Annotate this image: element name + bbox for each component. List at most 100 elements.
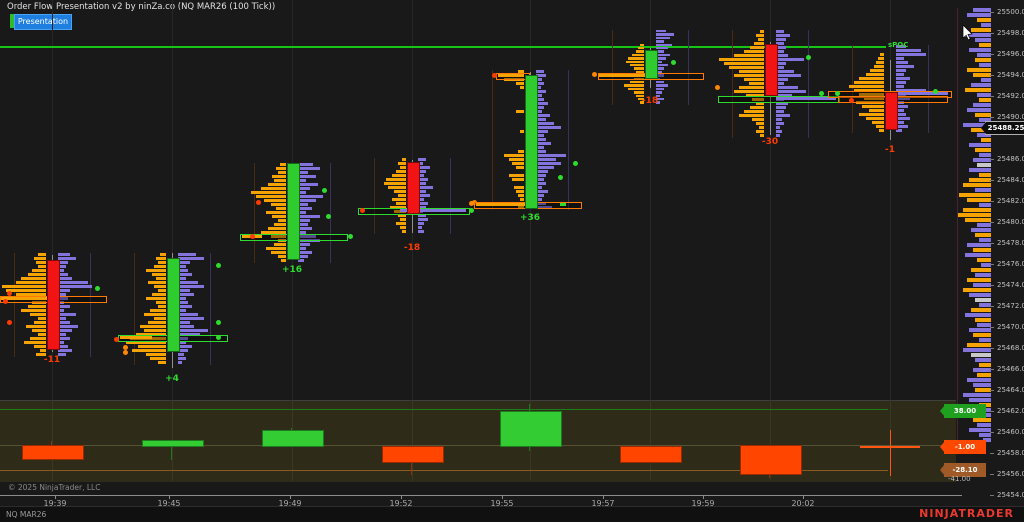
buy-volume-bar [656,64,668,67]
price-label: 25456.00 [997,470,1024,478]
buy-volume-bar [776,102,788,105]
buy-volume-bar [418,182,426,185]
sell-volume-bar [864,97,884,100]
buy-volume-bar [776,106,786,109]
time-label: 19:52 [389,499,413,508]
sell-volume-bar [34,257,46,260]
buy-signal-dot [469,208,474,213]
sell-volume-bar [734,54,764,57]
delta-bar-positive [262,430,324,447]
session-profile-bar [973,248,991,252]
buy-volume-bar [656,81,664,84]
buy-volume-bar [536,154,566,157]
buy-volume-bar [418,198,424,201]
sell-volume-bar [140,325,166,328]
session-profile-bar [959,193,991,197]
sell-volume-bar [752,118,764,121]
price-tick [990,222,994,223]
sell-volume-bar [876,61,884,64]
price-label: 25466.00 [997,365,1024,373]
session-profile-bar [977,53,991,57]
price-tick [990,159,994,160]
price-label: 25480.00 [997,218,1024,226]
price-label: 25468.00 [997,344,1024,352]
session-profile-bar [973,368,991,372]
session-profile-bar [979,43,991,47]
session-profile-bar [969,143,991,147]
buy-volume-bar [298,223,308,226]
sell-volume-bar [624,84,644,87]
sell-volume-bar [152,273,166,276]
time-label: 20:02 [791,499,815,508]
sell-volume-bar [750,106,764,109]
session-profile-bar [973,103,991,107]
session-profile-bar [963,393,991,397]
buy-volume-bar [298,163,313,166]
buy-signal-dot [558,175,563,180]
time-label: 19:49 [278,499,302,508]
price-label: 25470.00 [997,323,1024,331]
buy-volume-bar [536,142,551,145]
sell-volume-bar [512,178,524,181]
sell-volume-bar [729,66,764,69]
price-tick [990,33,994,34]
session-profile-bar [979,363,991,367]
buy-volume-bar [298,255,308,258]
buy-volume-bar [178,289,190,292]
buy-volume-bar [298,207,312,210]
session-profile-bar [979,203,991,207]
sell-volume-bar [744,78,764,81]
sell-volume-bar [739,86,764,89]
sell-volume-bar [152,293,166,296]
sell-volume-bar [859,113,884,116]
session-profile-bar [963,33,991,37]
sell-volume-bar [638,98,644,101]
sell-signal-dot [7,291,12,296]
price-label: 25460.00 [997,428,1024,436]
sell-volume-bar [758,38,764,41]
buy-signal-dot [322,188,327,193]
sell-signal-dot [592,72,597,77]
session-profile-bar [973,73,991,77]
panel-reference-line [0,409,888,410]
buy-volume-bar [58,325,78,328]
delta-label: -1 [885,145,895,155]
buy-volume-bar [536,122,554,125]
buy-volume-bar [896,45,906,48]
candle-body-down [47,260,60,350]
session-profile-bar [979,118,991,122]
buy-volume-bar [776,114,790,117]
buy-volume-bar [536,194,544,197]
session-profile-bar [973,333,991,337]
session-profile-bar [967,243,991,247]
buy-volume-bar [776,122,784,125]
sell-volume-bar [750,46,764,49]
delta-bar-negative [22,445,84,460]
profile-separator-line [957,8,958,445]
price-label: 25464.00 [997,386,1024,394]
sell-signal-dot [3,299,8,304]
sell-volume-bar [32,269,46,272]
sell-volume-bar [126,341,166,344]
buy-volume-bar [776,82,784,85]
sell-volume-bar [630,81,644,84]
buy-volume-bar [536,130,548,133]
sell-volume-bar [862,105,884,108]
sell-volume-bar [626,60,644,63]
session-profile-bar [969,428,991,432]
panel-value-badge-arrow [940,464,945,476]
buy-volume-bar [58,313,76,316]
time-gridline [650,0,651,481]
sell-volume-bar [272,215,286,218]
buy-volume-bar [776,118,782,121]
sell-volume-bar [278,171,286,174]
buy-volume-bar [656,77,660,80]
presentation-tab[interactable]: Presentation [14,14,72,30]
sell-volume-bar [520,86,524,89]
instrument-tab[interactable]: NQ MAR26 [6,510,47,519]
session-profile-bar [981,78,991,82]
buy-volume-bar [776,58,804,61]
buy-volume-bar [536,118,546,121]
sell-volume-bar [392,198,406,201]
